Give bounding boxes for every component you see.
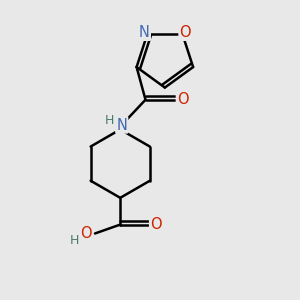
Text: H: H <box>70 234 80 248</box>
Text: O: O <box>150 217 162 232</box>
Text: H: H <box>105 114 114 127</box>
Text: N: N <box>116 118 127 133</box>
Text: O: O <box>177 92 188 107</box>
Text: O: O <box>80 226 92 241</box>
Text: O: O <box>179 25 191 40</box>
Text: N: N <box>139 25 150 40</box>
